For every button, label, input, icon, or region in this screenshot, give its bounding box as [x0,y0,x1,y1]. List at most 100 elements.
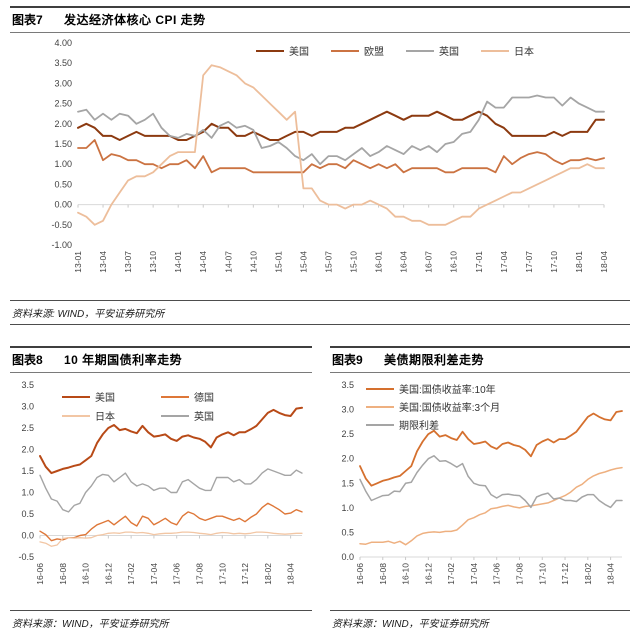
legend-label: 美国:国债收益率:3个月 [399,403,501,414]
svg-text:3.5: 3.5 [21,380,34,390]
svg-text:2.00: 2.00 [54,119,72,129]
legend-item-chart9-2: 期限利差 [366,417,500,432]
figure7-title: 发达经济体核心 CPI 走势 [64,13,206,27]
legend-item-chart8-2: 日本 [62,408,115,423]
svg-text:1.5: 1.5 [341,478,354,488]
svg-text:0.5: 0.5 [21,509,34,519]
legend-line-swatch [366,423,394,426]
svg-text:2.0: 2.0 [341,454,354,464]
legend-item-chart8-1: 德国 [161,389,214,404]
figure8-panel: 图表8 10 年期国债利率走势 3.5 3.0 2.5 2.0 1.5 1.0 0.5 0.0… [10,346,312,634]
legend-line-swatch [481,49,509,52]
svg-text:13-10: 13-10 [148,251,158,273]
svg-text:13-01: 13-01 [73,251,83,273]
svg-text:3.5: 3.5 [341,380,354,390]
figure9-chart: 3.5 3.0 2.5 2.0 1.5 1.0 0.5 0.0 16-06 16-08 16-10 1… [330,373,630,608]
svg-text:14-10: 14-10 [248,251,258,273]
svg-text:15-01: 15-01 [273,251,283,273]
svg-text:16-07: 16-07 [424,251,434,273]
svg-text:16-10: 16-10 [81,563,91,585]
svg-text:18-04: 18-04 [599,251,609,273]
legend-item-chart8-0: 美国 [62,389,115,404]
figure7-source: 资料来源: WIND，平安证券研究所 [10,300,630,325]
legend-label: 期限利差 [399,421,439,432]
svg-text:17-04: 17-04 [149,563,159,585]
svg-text:0.5: 0.5 [341,527,354,537]
svg-text:1.50: 1.50 [54,139,72,149]
legend-label: 英国 [194,412,214,423]
svg-text:0.0: 0.0 [341,552,354,562]
figure8-title: 10 年期国债利率走势 [64,353,183,367]
legend-line-swatch [62,395,90,398]
bottom-row: 图表8 10 年期国债利率走势 3.5 3.0 2.5 2.0 1.5 1.0 0.5 0.0… [10,346,630,634]
figure7-plot: 4.00 3.50 3.00 2.50 2.00 1.50 1.00 0.50 0.00 -0.5… [51,38,609,273]
svg-text:16-12: 16-12 [423,563,433,585]
svg-text:13-04: 13-04 [98,251,108,273]
svg-text:16-08: 16-08 [378,563,388,585]
figure7-panel: 图表7 发达经济体核心 CPI 走势 4.00 3.50 3.00 2.50 2.00 1… [10,6,630,325]
svg-text:1.00: 1.00 [54,159,72,169]
svg-text:16-04: 16-04 [399,251,409,273]
figure8-source: 资料来源：WIND，平安证券研究所 [10,610,312,634]
svg-text:16-08: 16-08 [58,563,68,585]
svg-text:17-04: 17-04 [469,563,479,585]
svg-text:18-01: 18-01 [574,251,584,273]
legend-line-swatch [366,405,394,408]
svg-text:3.0: 3.0 [341,405,354,415]
figure7-legend: 美国 欧盟 英国 日本 [256,43,534,58]
svg-text:-0.5: -0.5 [18,552,34,562]
legend-label: 德国 [194,393,214,404]
figure7-label: 图表7 [12,13,43,27]
legend-item-chart9-0: 美国:国债收益率:10年 [366,381,500,396]
svg-text:17-01: 17-01 [474,251,484,273]
svg-text:4.00: 4.00 [54,38,72,48]
legend-line-swatch [366,387,394,390]
legend-item-chart7-0: 美国 [256,43,309,58]
figure9-source: 资料来源：WIND，平安证券研究所 [330,610,630,634]
svg-text:16-10: 16-10 [401,563,411,585]
svg-text:2.5: 2.5 [341,429,354,439]
figure8-plot: 3.5 3.0 2.5 2.0 1.5 1.0 0.5 0.0 -0.516-06 16-08 16… [18,380,303,585]
svg-text:17-04: 17-04 [499,251,509,273]
svg-text:17-08: 17-08 [194,563,204,585]
svg-text:17-10: 17-10 [217,563,227,585]
legend-label: 美国:国债收益率:10年 [399,385,496,396]
svg-text:17-06: 17-06 [172,563,182,585]
figure9-label: 图表9 [332,353,363,367]
svg-text:3.50: 3.50 [54,58,72,68]
svg-text:15-10: 15-10 [349,251,359,273]
svg-text:16-01: 16-01 [374,251,384,273]
svg-text:17-07: 17-07 [524,251,534,273]
svg-text:2.5: 2.5 [21,423,34,433]
svg-text:17-06: 17-06 [492,563,502,585]
svg-text:13-07: 13-07 [123,251,133,273]
figure9-plot: 3.5 3.0 2.5 2.0 1.5 1.0 0.5 0.016-06 16-08 16-10 1… [341,380,623,585]
svg-text:18-04: 18-04 [606,563,616,585]
svg-text:17-08: 17-08 [514,563,524,585]
svg-text:14-07: 14-07 [223,251,233,273]
legend-line-swatch [161,395,189,398]
legend-line-swatch [256,49,284,52]
svg-text:18-04: 18-04 [286,563,296,585]
svg-text:0.00: 0.00 [54,200,72,210]
legend-label: 日本 [95,412,115,423]
svg-text:16-06: 16-06 [35,563,45,585]
svg-text:0.50: 0.50 [54,179,72,189]
legend-label: 英国 [439,47,459,58]
legend-item-chart7-1: 欧盟 [331,43,384,58]
svg-text:16-12: 16-12 [103,563,113,585]
figure7-chart: 4.00 3.50 3.00 2.50 2.00 1.50 1.00 0.50 0.00 -0.5… [10,33,630,292]
legend-label: 美国 [289,47,309,58]
svg-text:15-04: 15-04 [298,251,308,273]
figure9-panel: 图表9 美债期限利差走势 3.5 3.0 2.5 2.0 1.5 1.0 0.5 0.0 16-… [330,346,630,634]
svg-text:17-02: 17-02 [126,563,136,585]
figure7-header: 图表7 发达经济体核心 CPI 走势 [10,6,630,33]
svg-text:0.0: 0.0 [21,531,34,541]
svg-text:1.0: 1.0 [341,503,354,513]
svg-text:18-02: 18-02 [583,563,593,585]
svg-text:3.0: 3.0 [21,402,34,412]
figure8-chart: 3.5 3.0 2.5 2.0 1.5 1.0 0.5 0.0 -0.5 16-06 16-08 16… [10,373,312,608]
figure9-legend: 美国:国债收益率:10年 美国:国债收益率:3个月 期限利差 [366,381,500,432]
svg-text:3.00: 3.00 [54,78,72,88]
svg-text:17-12: 17-12 [240,563,250,585]
